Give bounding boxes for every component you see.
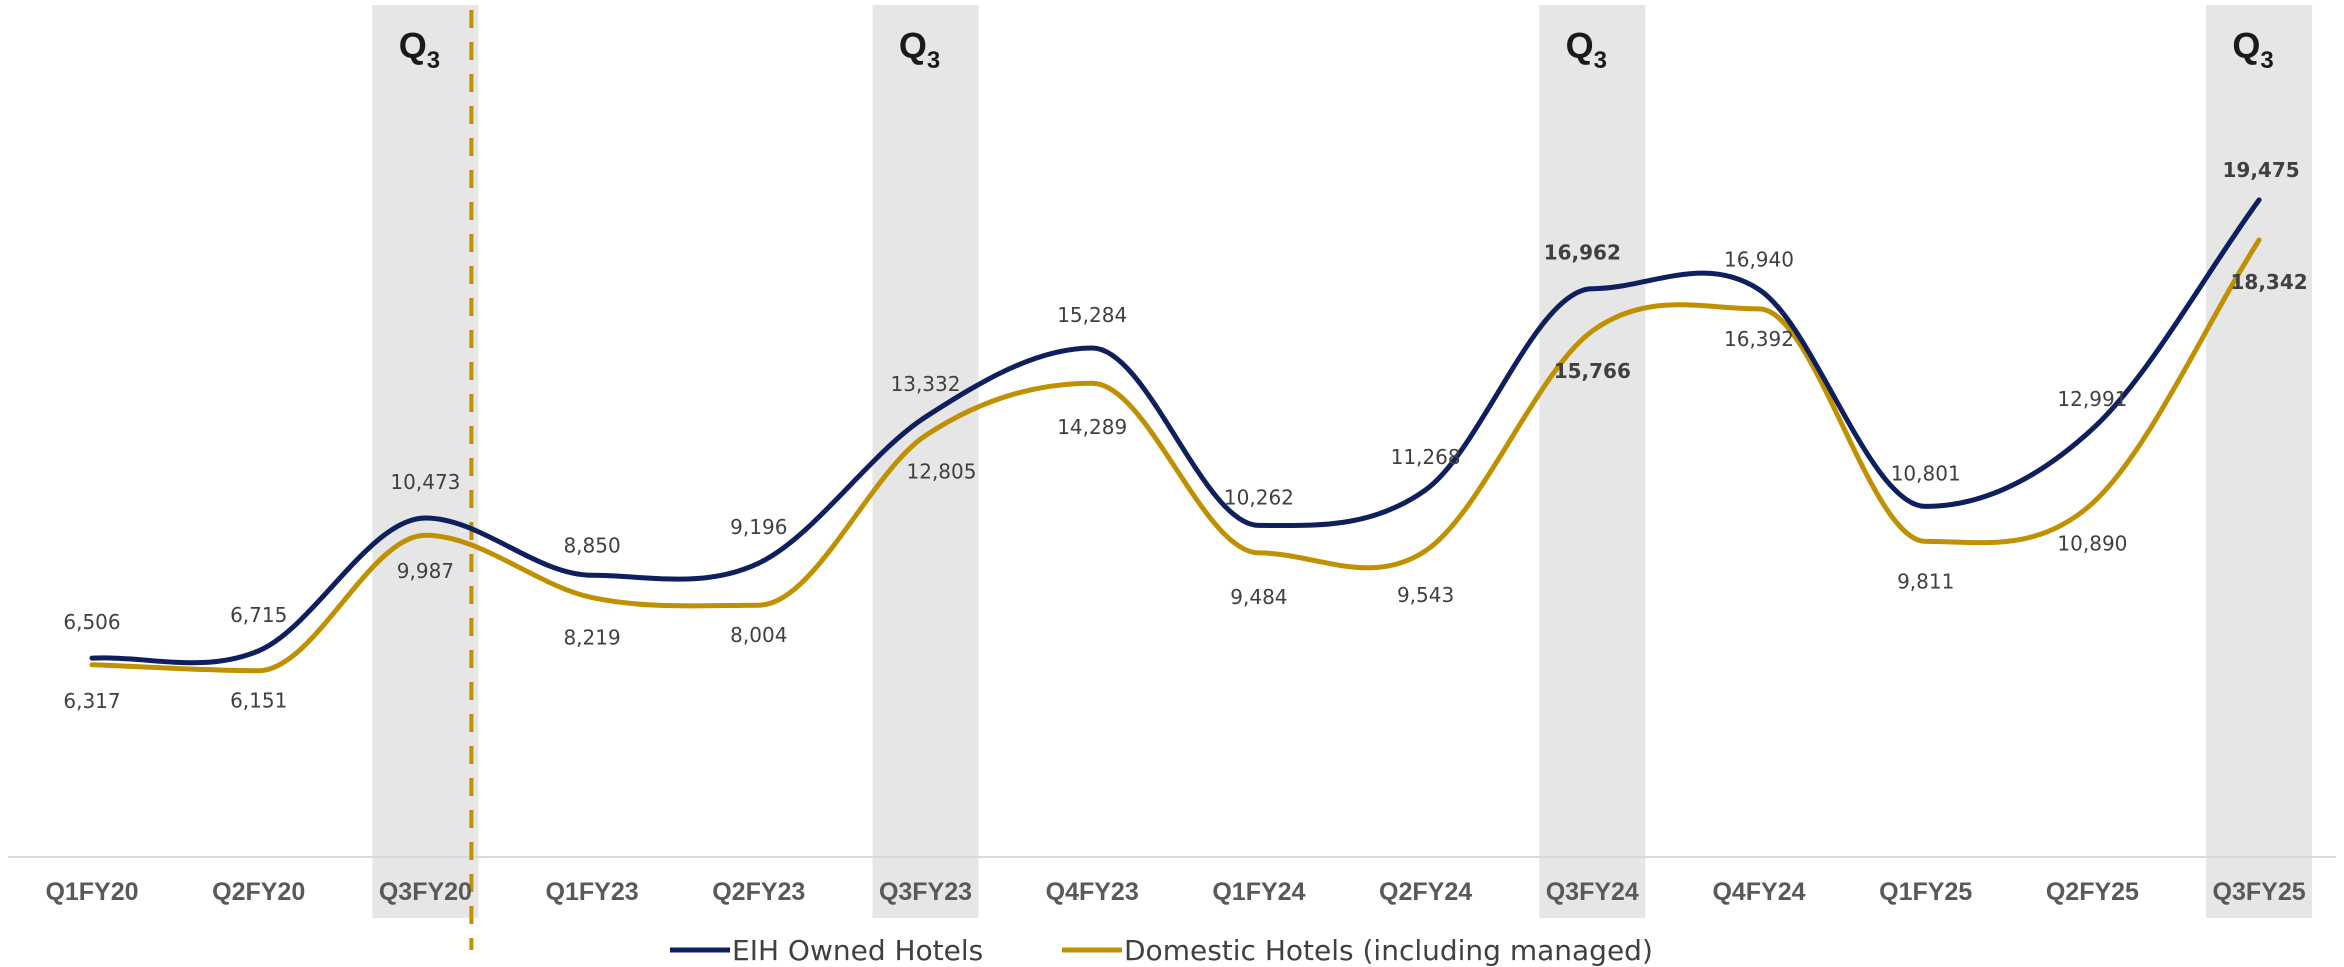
eih-data-label-q1fy20: 6,506 [63, 610, 120, 634]
quarter-letter: Q [1566, 25, 1594, 66]
series-line-domestic-hotels [89, 237, 2262, 674]
legend-label-eih: EIH Owned Hotels [732, 934, 983, 967]
quarter-highlight-label: Q3 [899, 25, 940, 74]
x-tick-q3fy20: Q3FY20 [379, 878, 472, 906]
x-tick-q1fy24: Q1FY24 [1212, 878, 1305, 906]
domestic-data-label-q1fy20: 6,317 [63, 689, 120, 713]
x-tick-q2fy24: Q2FY24 [1379, 878, 1472, 906]
highlight-band-q3fy23 [872, 5, 979, 918]
eih-data-label-q4fy23: 15,284 [1057, 303, 1127, 327]
quarter-number: 3 [427, 47, 440, 74]
quarter-letter: Q [399, 25, 427, 66]
eih-data-label-q1fy25: 10,801 [1891, 461, 1961, 485]
eih-data-label-q3fy23: 13,332 [891, 372, 961, 396]
eih-data-label-q4fy24: 16,940 [1724, 248, 1794, 272]
quarter-number: 3 [2260, 47, 2273, 74]
domestic-data-label-q2fy23: 8,004 [730, 623, 787, 647]
domestic-data-label-q4fy24: 16,392 [1724, 327, 1794, 351]
x-tick-q4fy24: Q4FY24 [1712, 878, 1805, 906]
quarter-number: 3 [927, 47, 940, 74]
x-tick-q4fy23: Q4FY23 [1046, 878, 1139, 906]
series-line-eih-owned-hotels [89, 197, 2262, 666]
domestic-data-label-q4fy23: 14,289 [1057, 415, 1127, 439]
quarter-letter: Q [2232, 25, 2260, 66]
eih-data-label-q3fy25: 19,475 [2223, 158, 2300, 182]
eih-data-label-q3fy20: 10,473 [390, 470, 460, 494]
domestic-data-label-q1fy24: 9,484 [1230, 585, 1287, 609]
highlight-band-q3fy20 [372, 5, 479, 918]
eih-data-label-q2fy25: 12,991 [2057, 387, 2127, 411]
eih-data-label-q1fy23: 8,850 [563, 533, 620, 557]
domestic-data-label-q3fy25: 18,342 [2231, 270, 2308, 294]
highlight-bands: Q3 Q3 Q3 Q3 [372, 5, 2313, 918]
highlight-band-q3fy25 [2206, 5, 2313, 918]
x-tick-q3fy24: Q3FY24 [1546, 878, 1639, 906]
x-tick-q1fy23: Q1FY23 [546, 878, 639, 906]
x-tick-q2fy20: Q2FY20 [212, 878, 305, 906]
legend: EIH Owned Hotels Domestic Hotels (includi… [670, 934, 1653, 967]
x-tick-q1fy25: Q1FY25 [1879, 878, 1972, 906]
domestic-data-label-q3fy23: 12,805 [907, 460, 977, 484]
quarter-number: 3 [1594, 47, 1607, 74]
x-tick-labels: Q1FY20 Q2FY20 Q3FY20 Q1FY23 Q2FY23 Q3FY23 Q4FY… [45, 878, 2305, 906]
domestic-data-label-q3fy24: 15,766 [1554, 359, 1631, 383]
quarter-highlight-label: Q3 [1566, 25, 1607, 74]
eih-data-label-q1fy24: 10,262 [1224, 485, 1294, 509]
x-tick-q2fy25: Q2FY25 [2046, 878, 2139, 906]
eih-data-label-q2fy20: 6,715 [230, 603, 287, 627]
domestic-data-label-q1fy25: 9,811 [1897, 569, 1954, 593]
x-tick-q3fy25: Q3FY25 [2213, 878, 2306, 906]
domestic-data-label-q3fy20: 9,987 [397, 559, 454, 583]
eih-data-label-q2fy24: 11,268 [1391, 445, 1461, 469]
x-tick-q1fy20: Q1FY20 [45, 878, 138, 906]
data-labels: 6,506 6,715 10,473 8,850 9,196 13,332 15,284 10… [63, 158, 2307, 713]
domestic-data-label-q2fy25: 10,890 [2057, 531, 2127, 555]
quarter-highlight-label: Q3 [399, 25, 440, 74]
quarter-highlight-label: Q3 [2232, 25, 2273, 74]
eih-data-label-q3fy24: 16,962 [1544, 241, 1621, 265]
highlight-band-q3fy24 [1539, 5, 1646, 918]
domestic-data-label-q2fy24: 9,543 [1397, 583, 1454, 607]
series-lines [89, 197, 2262, 674]
quarter-letter: Q [899, 25, 927, 66]
x-tick-q3fy23: Q3FY23 [879, 878, 972, 906]
x-tick-q2fy23: Q2FY23 [712, 878, 805, 906]
legend-label-domestic: Domestic Hotels (including managed) [1124, 934, 1653, 967]
domestic-data-label-q1fy23: 8,219 [563, 626, 620, 650]
eih-data-label-q2fy23: 9,196 [730, 515, 787, 539]
domestic-data-label-q2fy20: 6,151 [230, 689, 287, 713]
